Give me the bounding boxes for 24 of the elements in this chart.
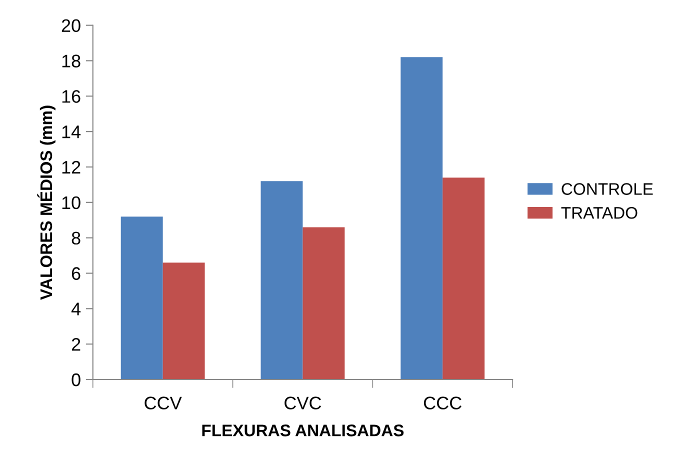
x-tick-label: CCV: [144, 396, 182, 410]
legend-label: CONTROLE: [562, 183, 653, 195]
y-tick-label: 14: [62, 126, 81, 138]
bar: [120, 216, 163, 380]
x-tick-label: CCC: [424, 396, 462, 410]
y-tick-label: 12: [62, 160, 80, 174]
bar: [400, 57, 443, 380]
y-tick-label: 8: [72, 232, 80, 245]
x-axis-title: FLEXURAS ANALISADAS: [202, 424, 404, 436]
y-tick-label: 16: [62, 90, 80, 103]
bar: [442, 178, 485, 380]
y-tick-label: 10: [62, 196, 80, 210]
y-tick-label: 2: [72, 338, 80, 351]
legend-label: TRATADO: [561, 207, 638, 219]
bar: [302, 227, 345, 380]
bar: [260, 181, 303, 380]
y-tick-label: 18: [62, 54, 80, 68]
y-tick-label: 20: [62, 19, 80, 32]
y-axis-title: VALORES MÉDIOS (mm): [37, 106, 56, 300]
x-tick-label: CVC: [284, 396, 322, 410]
y-tick-label: 0: [72, 373, 80, 386]
bar: [162, 262, 205, 380]
y-tick-label: 6: [72, 267, 80, 280]
y-tick-label: 4: [71, 302, 81, 316]
